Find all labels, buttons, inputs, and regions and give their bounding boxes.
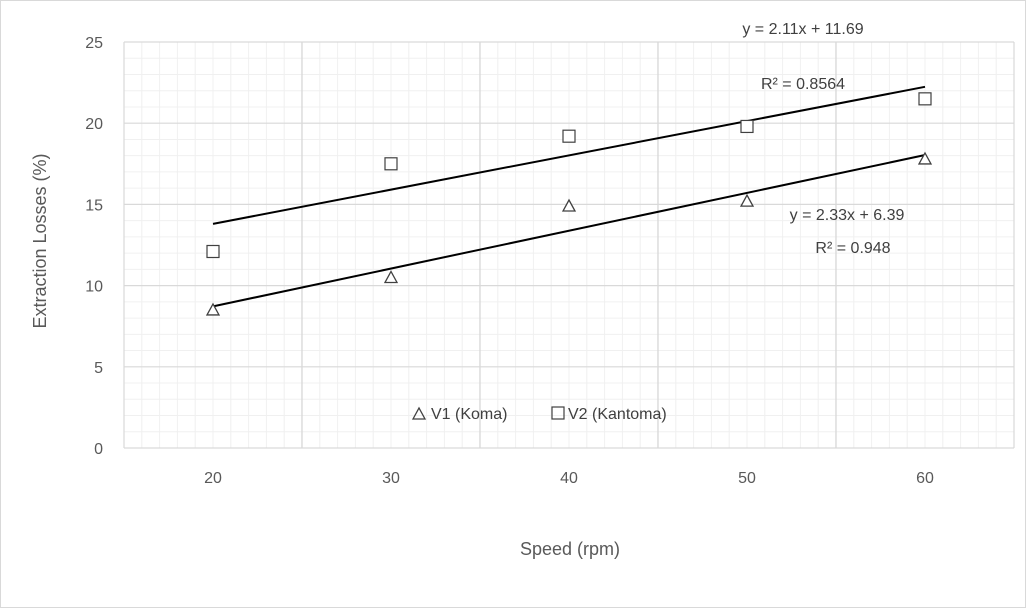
legend-label-v2: V2 (Kantoma)	[568, 406, 667, 423]
minor-gridlines	[124, 42, 1014, 448]
x-tick-label: 30	[382, 470, 400, 487]
trendline-equation-v1: y = 2.33x + 6.39	[790, 207, 905, 224]
trendline-v1	[212, 154, 926, 308]
y-tick-label: 10	[85, 279, 103, 296]
trendlines	[212, 85, 926, 308]
trendline-equation-v2: y = 2.11x + 11.69	[742, 21, 863, 38]
data-point-v2	[740, 119, 754, 134]
data-point-v1	[739, 193, 755, 207]
data-point-v2	[384, 157, 398, 171]
x-axis-title: Speed (rpm)	[520, 539, 620, 559]
y-tick-label: 0	[94, 441, 103, 458]
legend-triangle-icon	[411, 406, 427, 420]
data-point-v1	[383, 270, 399, 284]
y-tick-label: 5	[94, 360, 103, 377]
data-point-v1	[917, 151, 933, 165]
x-tick-label: 60	[916, 470, 934, 487]
y-axis-title: Extraction Losses (%)	[30, 153, 50, 328]
y-axis-ticks: 0 5 10 15 20 25	[85, 35, 103, 458]
x-axis-ticks: 20 30 40 50 60	[204, 470, 934, 487]
data-markers	[205, 92, 933, 316]
data-point-v2	[562, 129, 576, 143]
data-point-v1	[205, 302, 221, 316]
y-tick-label: 15	[85, 197, 103, 214]
major-gridlines	[123, 41, 1015, 449]
legend-square-icon	[551, 406, 565, 420]
legend: V1 (Koma) V2 (Kantoma)	[411, 406, 667, 423]
data-point-v1	[561, 198, 577, 212]
trendline-r2-v1: R² = 0.948	[815, 240, 890, 257]
x-tick-label: 20	[204, 470, 222, 487]
trendline-v2	[212, 85, 926, 225]
x-tick-label: 50	[738, 470, 756, 487]
trendline-r2-v2: R² = 0.8564	[761, 76, 845, 93]
x-tick-label: 40	[560, 470, 578, 487]
y-tick-label: 20	[85, 116, 103, 133]
data-point-v2	[206, 244, 220, 259]
y-tick-label: 25	[85, 35, 103, 52]
legend-label-v1: V1 (Koma)	[431, 406, 507, 423]
data-point-v2	[918, 92, 932, 106]
